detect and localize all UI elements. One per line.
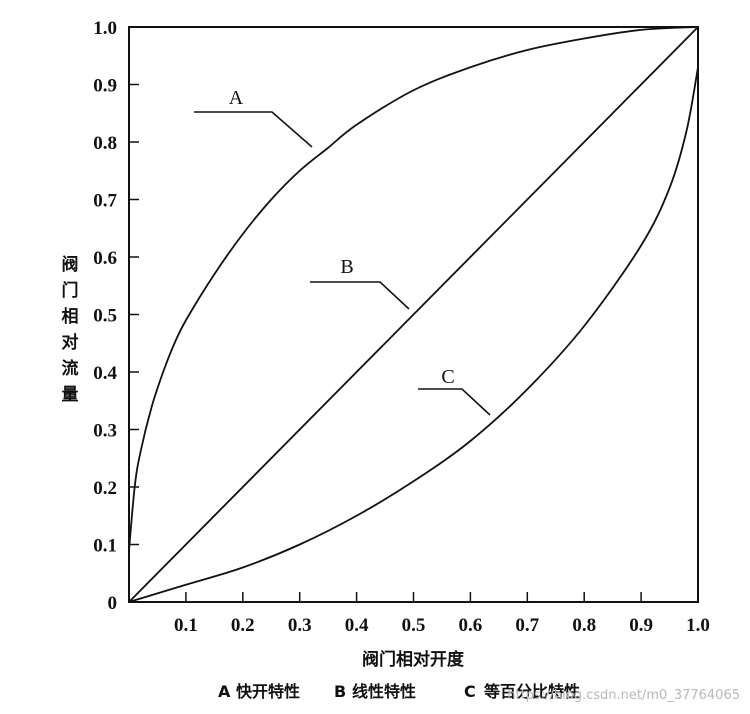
y-tick-label: 1.0 — [93, 18, 117, 39]
y-tick-label: 0.1 — [93, 536, 117, 557]
curve-label-leaders: A B C — [194, 87, 491, 416]
leader-line-c — [418, 388, 491, 416]
series-a-line — [128, 26, 699, 551]
x-tick-label: 0.9 — [629, 615, 653, 636]
curve-label-b: B — [340, 256, 353, 278]
curve-label-a: A — [229, 87, 244, 109]
y-tick-label: 0.6 — [93, 248, 117, 269]
leader-line-a — [194, 111, 313, 148]
legend-key-c: C — [464, 682, 476, 701]
y-tick-label: 0.5 — [93, 306, 117, 327]
x-tick-label: 0.1 — [174, 615, 198, 636]
watermark: https://blog.csdn.net/m0_37764065 — [507, 688, 740, 703]
legend: A 快开特性 B 线性特性 C 等百分比特性 — [218, 682, 580, 701]
x-tick-label: 0.2 — [231, 615, 255, 636]
y-ticks: 0 0.1 0.2 0.3 0.4 0.5 0.6 0.7 0.8 0.9 1.0 — [93, 18, 139, 614]
series-c-line — [128, 67, 699, 603]
y-tick-label: 0.8 — [93, 133, 117, 154]
y-tick-label: 0.7 — [93, 191, 117, 212]
legend-text-c: 等百分比特性 — [483, 682, 580, 701]
x-tick-label: 0.4 — [345, 615, 369, 636]
x-axis-title: 阀门相对开度 — [362, 649, 465, 670]
legend-key-b: B — [334, 682, 346, 701]
x-tick-label: 0.3 — [288, 615, 312, 636]
x-tick-label: 0.5 — [402, 615, 426, 636]
legend-key-a: A — [218, 682, 231, 701]
y-tick-label: 0 — [108, 593, 118, 614]
curve-label-c: C — [441, 366, 454, 388]
y-tick-label: 0.9 — [93, 76, 117, 97]
y-tick-label: 0.2 — [93, 478, 117, 499]
x-tick-label: 0.7 — [515, 615, 539, 636]
x-tick-label: 0.8 — [572, 615, 596, 636]
leader-line-b — [310, 281, 410, 310]
y-tick-label: 0.4 — [93, 363, 117, 384]
x-ticks: 0.1 0.2 0.3 0.4 0.5 0.6 0.7 0.8 0.9 1.0 — [174, 592, 710, 636]
legend-text-b: 线性特性 — [352, 682, 416, 701]
y-tick-label: 0.3 — [93, 421, 117, 442]
legend-text-a: 快开特性 — [236, 682, 300, 701]
x-tick-label: 0.6 — [459, 615, 483, 636]
series-b-line — [128, 26, 699, 603]
curves — [128, 26, 699, 603]
x-tick-label: 1.0 — [686, 615, 710, 636]
y-axis-title: 阀门相对流量 — [62, 254, 79, 405]
